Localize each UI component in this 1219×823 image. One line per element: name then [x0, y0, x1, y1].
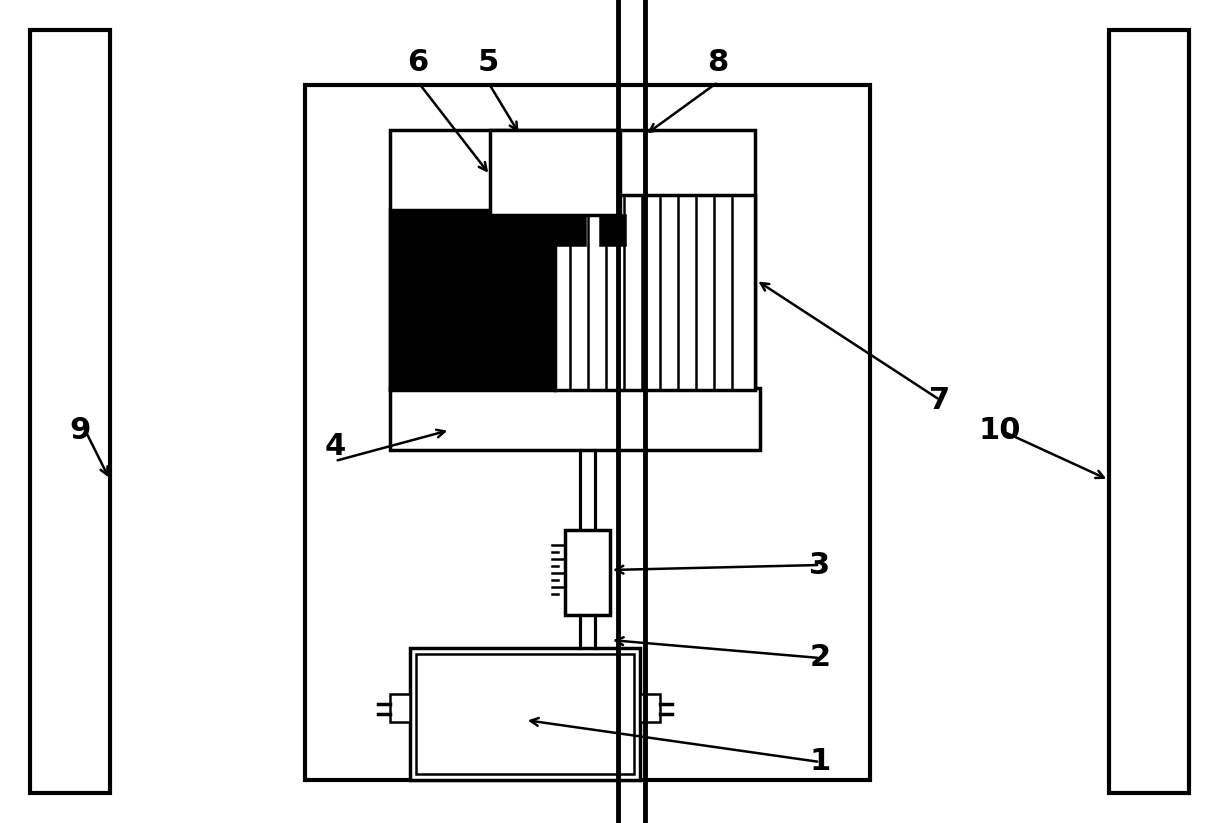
Text: 4: 4 [324, 431, 346, 461]
Bar [30, 30, 110, 793]
Bar [390, 130, 755, 390]
Text: 9: 9 [69, 416, 90, 444]
Bar [555, 195, 755, 390]
Text: 10: 10 [979, 416, 1022, 444]
Bar [416, 654, 634, 774]
Bar [1109, 30, 1189, 793]
Text: 8: 8 [707, 48, 729, 77]
Text: 5: 5 [478, 48, 499, 77]
Bar [564, 530, 610, 615]
Bar [490, 130, 620, 215]
Bar [640, 694, 659, 722]
Bar [410, 648, 640, 780]
Bar [600, 215, 625, 245]
Text: 3: 3 [809, 551, 830, 579]
Bar [305, 85, 870, 780]
Text: 6: 6 [407, 48, 429, 77]
Bar [390, 694, 410, 722]
Text: 1: 1 [809, 747, 830, 776]
Bar [390, 388, 759, 450]
Bar [390, 210, 555, 390]
Text: 7: 7 [929, 385, 951, 415]
Text: 2: 2 [809, 644, 830, 672]
Bar [555, 215, 585, 245]
